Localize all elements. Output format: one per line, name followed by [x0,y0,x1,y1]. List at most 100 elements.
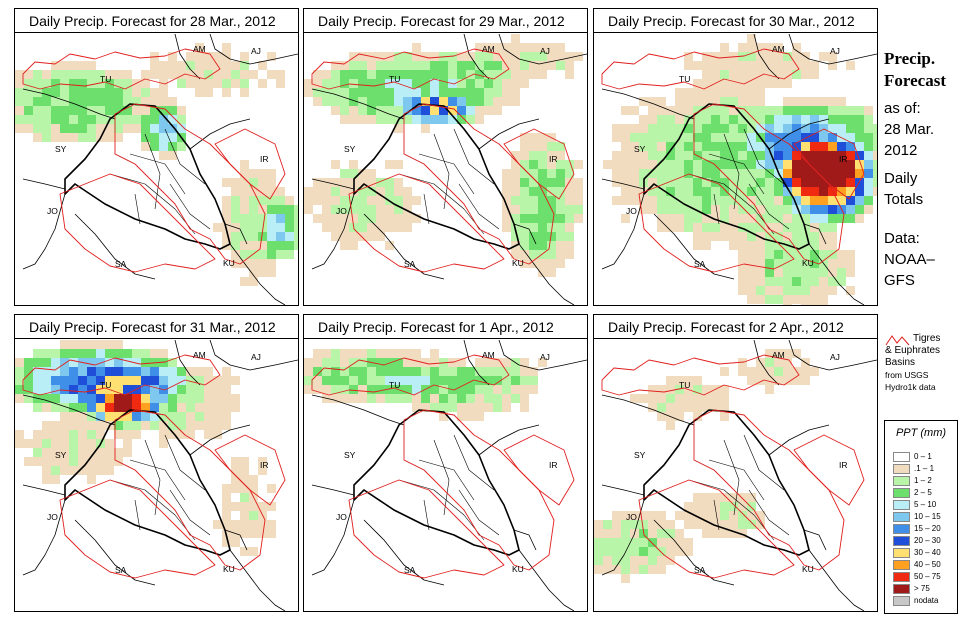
precip-cell [186,394,195,403]
precip-cell [666,403,675,412]
legend-item: nodata [893,596,938,606]
precip-cell [358,88,367,97]
precip-cell [556,259,565,268]
precip-cell [186,376,195,385]
precip-cell [60,349,69,358]
precip-cell [837,187,846,196]
precip-cell [711,52,720,61]
precip-cell [421,367,430,376]
precip-cell [33,376,42,385]
precip-cell [258,232,267,241]
precip-cell [358,232,367,241]
panel-title: Daily Precip. Forecast for 29 Mar., 2012 [304,9,587,33]
precip-cell [394,223,403,232]
precip-cell [693,124,702,133]
precip-cell [222,520,231,529]
precip-cell [222,484,231,493]
precip-cell [213,223,222,232]
precip-cell [304,367,313,376]
precip-cell [684,520,693,529]
precip-cell [132,403,141,412]
country-label: TU [679,74,690,84]
precip-cell [783,79,792,88]
precip-cell [475,115,484,124]
precip-cell [603,520,612,529]
precip-cell [729,178,738,187]
precip-cell [322,223,331,232]
precip-cell [648,196,657,205]
precip-cell [729,70,738,79]
precip-cell [765,295,774,304]
precip-cell [150,376,159,385]
precip-cell [657,412,666,421]
precip-cell [792,70,801,79]
precip-cell [538,70,547,79]
precip-cell [249,529,258,538]
province-border [418,459,475,501]
precip-cell [666,421,675,430]
basin-outline [503,434,575,506]
precip-cell [864,169,873,178]
province-border [423,499,430,531]
precip-cell [873,169,877,178]
precip-cell [421,70,430,79]
precip-cell [313,97,322,106]
precip-cell [873,133,877,142]
precip-cell [729,241,738,250]
precip-cell [711,61,720,70]
precip-cell [720,205,729,214]
precip-cell [367,115,376,124]
precip-cell [195,61,204,70]
precip-cell [729,79,738,88]
precip-cell [711,205,720,214]
precip-cell [105,367,114,376]
precip-cell [367,70,376,79]
legend-swatch [893,476,910,486]
precip-cell [376,196,385,205]
precip-cell [186,367,195,376]
precip-cell [349,232,358,241]
precip-cell [457,403,466,412]
precip-cell [358,196,367,205]
precip-cell [466,97,475,106]
precip-cell [621,520,630,529]
country-border [22,499,66,576]
precip-cell [657,151,666,160]
precip-cell [141,142,150,151]
legend-swatch [893,464,910,474]
country-border [311,193,355,270]
precip-cell [792,178,801,187]
precip-cell [132,358,141,367]
country-label: JO [336,512,347,522]
precip-cell [349,205,358,214]
precip-cell [502,178,511,187]
province-border [169,489,211,536]
basin-outline [59,173,216,273]
precip-cell [810,160,819,169]
precip-cell [720,70,729,79]
precip-cell [439,367,448,376]
precip-cell [258,502,267,511]
precip-cell [774,61,783,70]
legend-label: 1 – 2 [914,476,932,485]
totals-line-1: Daily [884,170,918,187]
precip-cell [177,403,186,412]
basin-key-line-3: Basins [885,357,916,368]
precip-cell [630,133,639,142]
precip-cell [240,547,249,556]
basin-outline [601,48,800,90]
precip-cell [168,124,177,133]
legend-swatch [893,488,910,498]
precip-cell [42,106,51,115]
precip-cell [639,520,648,529]
precip-cell [313,214,322,223]
precip-cell [376,394,385,403]
precip-cell [240,466,249,475]
sidebar-source: Data: NOAA– GFS [884,228,935,291]
precip-cell [720,151,729,160]
precip-cell [204,376,213,385]
precip-cell [547,61,556,70]
precip-cell [819,304,828,305]
sidebar-title: Precip. Forecast [884,48,946,92]
